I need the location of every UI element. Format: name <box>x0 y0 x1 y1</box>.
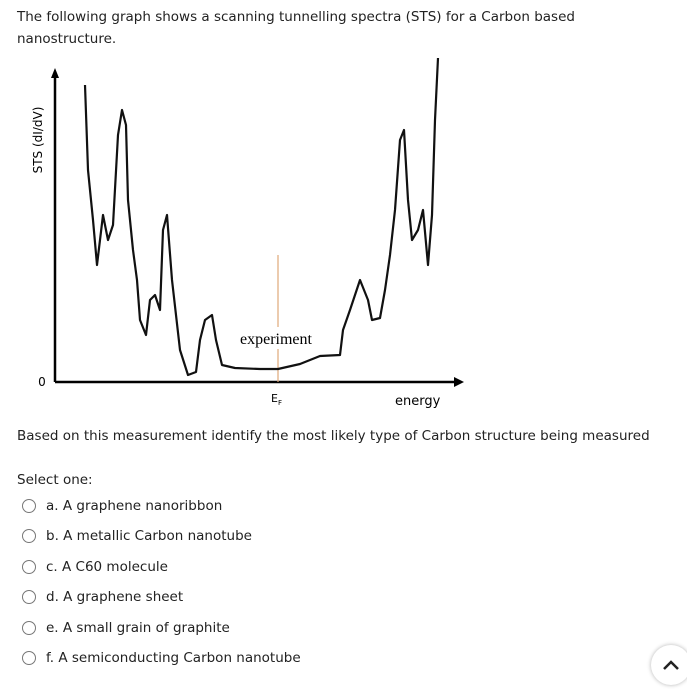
y-arrow <box>51 68 59 78</box>
origin-label: 0 <box>38 375 46 389</box>
sts-curve <box>83 57 440 377</box>
scroll-top-button[interactable] <box>651 645 687 685</box>
option-text: e. A small grain of graphite <box>46 619 230 636</box>
option[interactable]: f. A semiconducting Carbon nanotube <box>22 650 301 666</box>
radio[interactable] <box>22 590 36 605</box>
option[interactable]: e. A small grain of graphite <box>22 620 230 636</box>
fermi-label: EF <box>271 392 282 407</box>
option-text: a. A graphene nanoribbon <box>46 498 223 514</box>
radio[interactable] <box>22 651 36 665</box>
option[interactable]: d. A graphene sheet <box>22 589 183 605</box>
radio[interactable] <box>22 620 36 635</box>
option[interactable]: c. A C60 molecule <box>22 559 168 575</box>
chevron-icon <box>663 660 679 670</box>
x-label: energy <box>395 394 441 409</box>
curve-label: experiment <box>240 331 313 348</box>
fermi-sub: F <box>278 399 282 407</box>
radio[interactable] <box>22 499 36 513</box>
select-one: Select one: <box>17 472 93 488</box>
option[interactable]: b. A metallic Carbon nanotube <box>22 528 252 544</box>
y-label: STS (dI/dV) <box>31 107 45 174</box>
option-text: f. A semiconducting Carbon nanotube <box>46 650 301 666</box>
option-text: d. A graphene sheet <box>46 589 184 606</box>
sts-figure: experiment STS (dI/dV) 0 EF energy <box>31 57 464 409</box>
chevron <box>663 660 679 670</box>
label-bg <box>238 327 323 349</box>
option-text: c. A C60 molecule <box>46 558 168 575</box>
option-text: b. A metallic Carbon nanotube <box>46 528 252 545</box>
fermi-main: E <box>271 392 278 405</box>
radio[interactable] <box>22 529 36 544</box>
option[interactable]: a. A graphene nanoribbon <box>22 498 222 514</box>
question-intro: The following graph shows a scanning tun… <box>17 9 575 47</box>
question-prompt: Based on this measurement identify the m… <box>17 428 650 444</box>
radio[interactable] <box>22 559 36 574</box>
x-arrow <box>454 377 464 387</box>
